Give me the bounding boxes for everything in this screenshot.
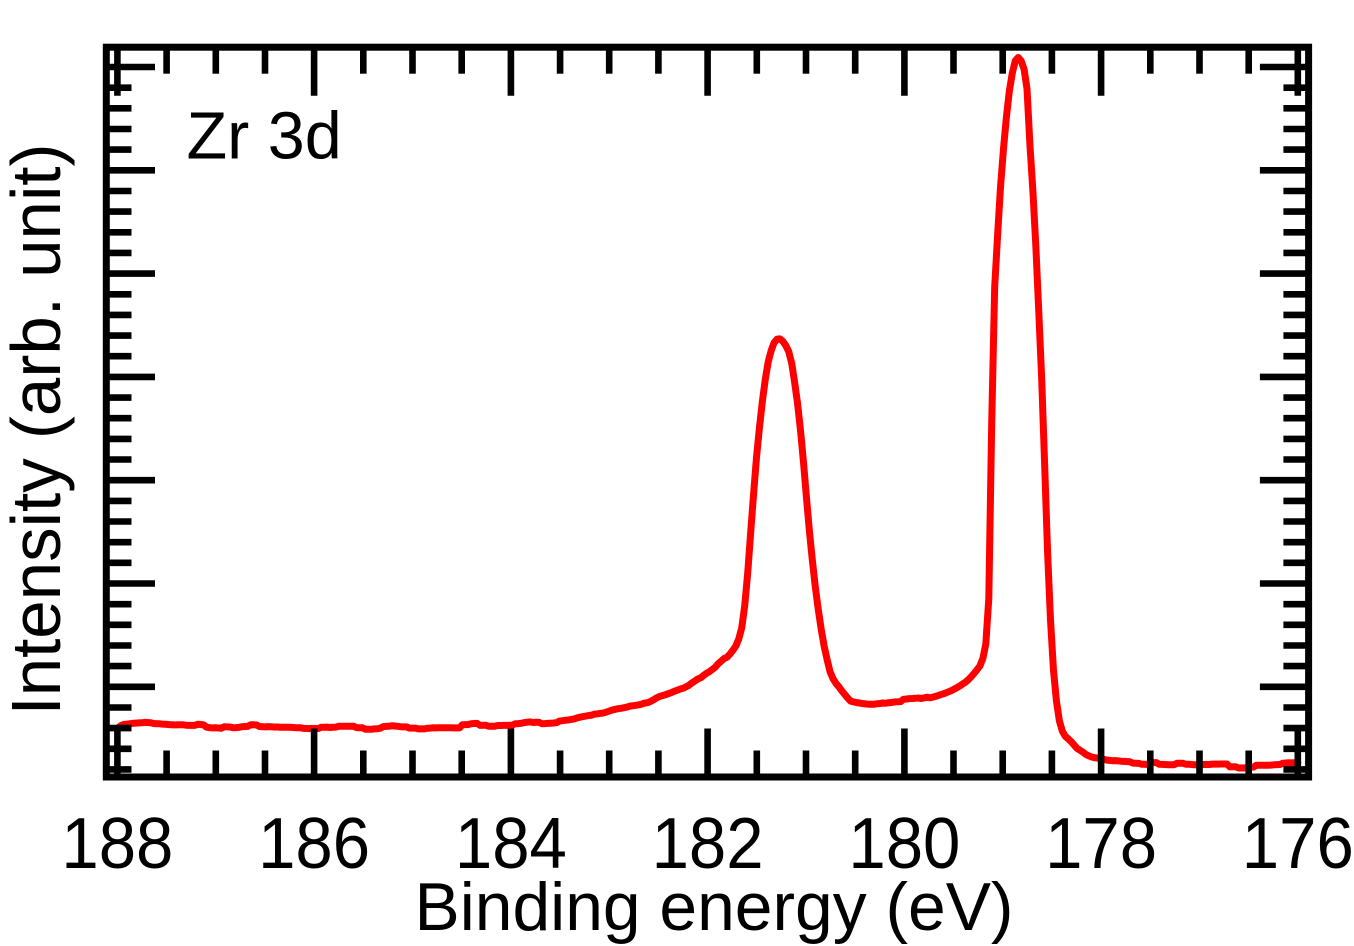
- svg-text:Binding energy (eV): Binding energy (eV): [415, 869, 1014, 945]
- svg-text:184: 184: [455, 804, 567, 884]
- svg-text:182: 182: [652, 804, 764, 884]
- svg-text:180: 180: [848, 804, 960, 884]
- svg-text:178: 178: [1045, 804, 1157, 884]
- svg-text:176: 176: [1242, 804, 1354, 884]
- svg-text:Zr 3d: Zr 3d: [187, 100, 342, 174]
- svg-text:188: 188: [61, 804, 173, 884]
- svg-text:186: 186: [258, 804, 370, 884]
- svg-text:Intensity (arb. unit): Intensity (arb. unit): [0, 144, 75, 716]
